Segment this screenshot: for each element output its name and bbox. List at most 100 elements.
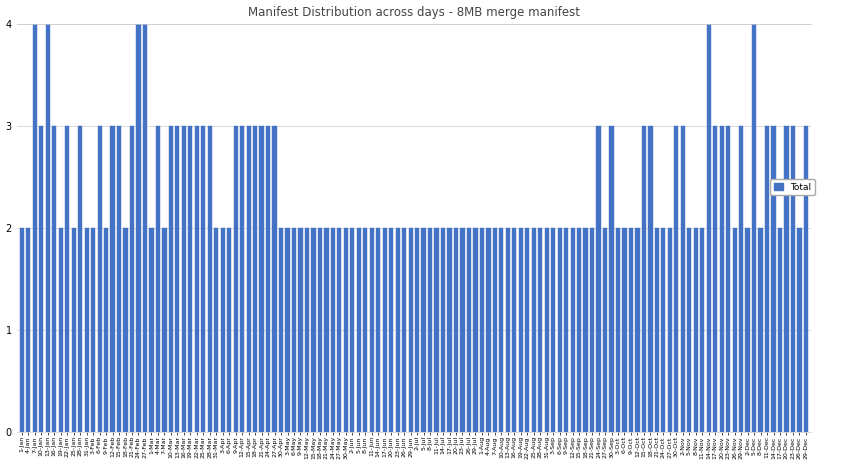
Bar — [636, 228, 640, 432]
Bar — [648, 126, 652, 432]
Bar — [389, 228, 393, 432]
Bar — [19, 228, 24, 432]
Bar — [798, 228, 802, 432]
Bar — [441, 228, 445, 432]
Bar — [701, 228, 705, 432]
Bar — [363, 228, 367, 432]
Bar — [324, 228, 328, 432]
Bar — [181, 126, 186, 432]
Bar — [408, 228, 413, 432]
Legend: Total: Total — [770, 179, 814, 195]
Bar — [726, 126, 730, 432]
Bar — [39, 126, 43, 432]
Bar — [91, 228, 95, 432]
Bar — [111, 126, 115, 432]
Bar — [84, 228, 89, 432]
Bar — [720, 126, 724, 432]
Bar — [467, 228, 471, 432]
Bar — [253, 126, 257, 432]
Bar — [428, 228, 432, 432]
Bar — [26, 228, 30, 432]
Bar — [33, 24, 37, 432]
Bar — [305, 228, 309, 432]
Bar — [571, 228, 575, 432]
Bar — [46, 24, 50, 432]
Bar — [137, 24, 141, 432]
Bar — [674, 126, 679, 432]
Bar — [220, 228, 225, 432]
Title: Manifest Distribution across days - 8MB merge manifest: Manifest Distribution across days - 8MB … — [248, 6, 580, 19]
Bar — [739, 126, 744, 432]
Bar — [765, 126, 769, 432]
Bar — [447, 228, 452, 432]
Bar — [551, 228, 555, 432]
Bar — [311, 228, 316, 432]
Bar — [357, 228, 361, 432]
Bar — [616, 228, 620, 432]
Bar — [292, 228, 296, 432]
Bar — [130, 126, 134, 432]
Bar — [622, 228, 626, 432]
Bar — [486, 228, 490, 432]
Bar — [208, 126, 212, 432]
Bar — [259, 126, 263, 432]
Bar — [694, 228, 698, 432]
Bar — [338, 228, 342, 432]
Bar — [396, 228, 400, 432]
Bar — [402, 228, 406, 432]
Bar — [681, 126, 684, 432]
Bar — [733, 228, 737, 432]
Bar — [493, 228, 497, 432]
Bar — [376, 228, 381, 432]
Bar — [668, 228, 672, 432]
Bar — [65, 126, 69, 432]
Bar — [603, 228, 607, 432]
Bar — [214, 228, 219, 432]
Bar — [791, 126, 795, 432]
Bar — [597, 126, 601, 432]
Bar — [519, 228, 523, 432]
Bar — [506, 228, 510, 432]
Bar — [752, 24, 756, 432]
Bar — [176, 126, 180, 432]
Bar — [538, 228, 543, 432]
Bar — [227, 228, 231, 432]
Bar — [52, 126, 57, 432]
Bar — [661, 228, 665, 432]
Bar — [162, 228, 166, 432]
Bar — [454, 228, 458, 432]
Bar — [344, 228, 348, 432]
Bar — [234, 126, 238, 432]
Bar — [512, 228, 517, 432]
Bar — [149, 228, 154, 432]
Bar — [706, 24, 711, 432]
Bar — [78, 126, 82, 432]
Bar — [687, 228, 691, 432]
Bar — [195, 126, 199, 432]
Bar — [435, 228, 439, 432]
Bar — [98, 126, 102, 432]
Bar — [532, 228, 536, 432]
Bar — [188, 126, 192, 432]
Bar — [583, 228, 587, 432]
Bar — [299, 228, 303, 432]
Bar — [58, 228, 62, 432]
Bar — [655, 228, 659, 432]
Bar — [460, 228, 464, 432]
Bar — [350, 228, 354, 432]
Bar — [331, 228, 335, 432]
Bar — [169, 126, 173, 432]
Bar — [279, 228, 283, 432]
Bar — [266, 126, 270, 432]
Bar — [382, 228, 387, 432]
Bar — [759, 228, 763, 432]
Bar — [104, 228, 108, 432]
Bar — [273, 126, 277, 432]
Bar — [117, 126, 122, 432]
Bar — [370, 228, 374, 432]
Bar — [713, 126, 717, 432]
Bar — [156, 126, 160, 432]
Bar — [771, 126, 776, 432]
Bar — [123, 228, 127, 432]
Bar — [778, 228, 782, 432]
